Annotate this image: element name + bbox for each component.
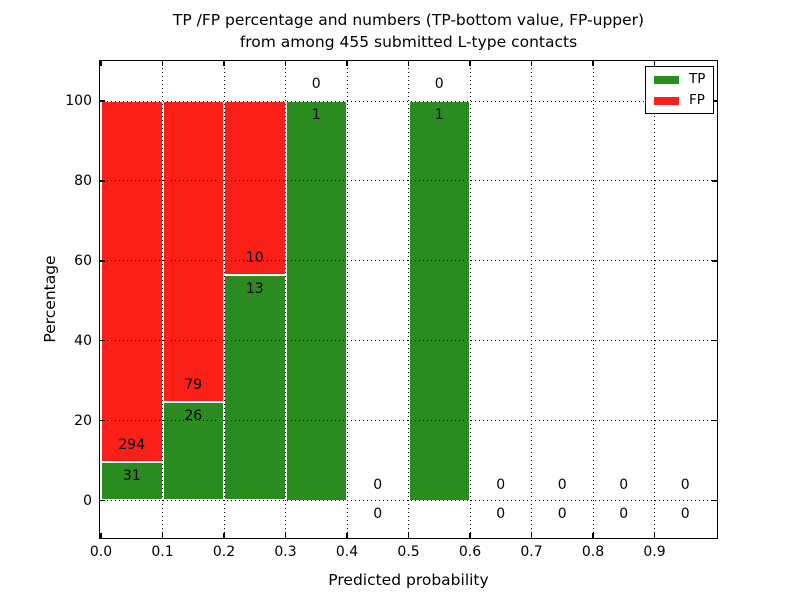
x-axis-label: Predicted probability	[328, 571, 489, 589]
tp-bar-segment	[101, 462, 163, 501]
x-tick-label: 0.9	[643, 544, 666, 560]
legend-label-tp: TP	[689, 71, 706, 87]
fp-count-label: 0	[496, 476, 506, 493]
y-tick-label: 80	[74, 172, 92, 189]
x-tick-mark	[407, 533, 410, 539]
chart-title-line1: TP /FP percentage and numbers (TP-bottom…	[172, 11, 645, 29]
y-tick-mark-right	[712, 180, 718, 182]
x-tick-label: 0.7	[520, 544, 543, 560]
x-tick-mark-top	[346, 60, 348, 66]
x-tick-mark	[592, 533, 594, 539]
tp-bar-segment	[408, 101, 470, 501]
x-tick-mark	[469, 533, 471, 539]
tp-bar-segment	[224, 274, 286, 501]
y-tick-mark	[99, 419, 105, 422]
tp-count-label: 26	[184, 407, 203, 424]
chart-title-line2: from among 455 submitted L-type contacts	[239, 33, 578, 51]
x-gridline	[285, 60, 286, 539]
fp-count-label: 0	[557, 476, 567, 493]
y-tick-mark-right	[712, 419, 718, 422]
x-tick-mark-top	[592, 60, 594, 66]
x-tick-label: 0.4	[335, 544, 359, 560]
x-tick-mark	[223, 533, 225, 539]
fp-color-swatch	[654, 96, 679, 105]
fp-count-label: 10	[245, 249, 264, 266]
tp-bar-segment	[285, 101, 347, 501]
legend-item-fp: FP	[646, 90, 713, 111]
x-tick-mark-top	[407, 60, 410, 66]
x-tick-mark	[161, 533, 164, 539]
x-tick-label: 0.2	[212, 544, 236, 560]
y-tick-mark-right	[712, 339, 718, 342]
x-tick-label: 0.1	[151, 544, 174, 560]
fp-count-label: 0	[619, 476, 629, 493]
fp-count-label: 0	[311, 76, 321, 92]
x-gridline	[346, 60, 348, 539]
x-tick-mark-top	[653, 60, 656, 66]
tp-count-label: 0	[680, 505, 690, 522]
x-gridline	[654, 60, 655, 539]
tp-count-label: 0	[619, 505, 629, 522]
fp-bar-segment	[101, 101, 163, 463]
x-tick-label: 0.5	[397, 544, 420, 560]
tp-count-label: 0	[557, 505, 567, 522]
y-tick-mark	[99, 180, 105, 182]
fp-bar-segment	[224, 101, 286, 275]
chart-title: TP /FP percentage and numbers (TP-bottom…	[99, 9, 718, 53]
x-gridline	[469, 60, 471, 539]
y-tick-mark	[99, 260, 105, 262]
x-gridline	[223, 60, 225, 539]
y-tick-label: 20	[74, 412, 92, 429]
fp-count-label: 0	[373, 476, 383, 493]
legend-label-fp: FP	[689, 92, 705, 108]
y-tick-mark	[99, 339, 105, 342]
y-tick-mark-right	[712, 100, 718, 102]
x-tick-mark	[653, 533, 656, 539]
tp-count-label: 31	[122, 468, 141, 485]
legend: TP FP	[645, 66, 714, 114]
tp-count-label: 1	[434, 107, 444, 123]
x-gridline	[408, 60, 409, 539]
x-tick-mark-top	[161, 60, 164, 66]
fp-bar-segment	[162, 101, 224, 402]
y-tick-label: 0	[83, 492, 92, 509]
x-tick-label: 0.0	[89, 544, 113, 560]
x-tick-label: 0.6	[458, 544, 482, 560]
tp-count-label: 13	[245, 280, 264, 297]
fp-count-label: 79	[184, 376, 203, 393]
fp-count-label: 294	[118, 437, 146, 454]
x-tick-mark-top	[530, 60, 533, 66]
x-tick-label: 0.8	[581, 544, 605, 560]
y-tick-mark	[99, 499, 105, 502]
x-tick-mark-top	[100, 60, 102, 66]
plot-area: TP FP 294 31 79 26 10 13 0 1 0 0 0 1 0 0 0 0 0 0 0 0	[99, 60, 718, 539]
x-tick-mark-top	[284, 60, 287, 66]
tp-count-label: 0	[496, 505, 506, 522]
x-gridline	[592, 60, 594, 539]
tp-color-swatch	[654, 75, 679, 84]
x-tick-mark	[284, 533, 287, 539]
x-tick-mark-top	[223, 60, 225, 66]
y-tick-label: 60	[74, 252, 92, 269]
x-tick-mark	[100, 533, 102, 539]
y-tick-label: 40	[74, 332, 92, 349]
x-tick-mark-top	[469, 60, 471, 66]
fp-count-label: 0	[434, 76, 444, 92]
y-tick-mark-right	[712, 260, 718, 262]
y-tick-label: 100	[65, 93, 92, 109]
legend-item-tp: TP	[646, 69, 713, 90]
y-tick-mark	[99, 100, 105, 102]
x-tick-mark	[346, 533, 348, 539]
x-gridline	[162, 60, 163, 539]
x-tick-mark	[530, 533, 533, 539]
x-tick-label: 0.3	[274, 544, 297, 560]
fp-count-label: 0	[680, 476, 690, 493]
x-gridline	[531, 60, 532, 539]
tp-count-label: 1	[311, 107, 321, 123]
y-tick-mark-right	[712, 499, 718, 502]
tp-count-label: 0	[373, 505, 383, 522]
